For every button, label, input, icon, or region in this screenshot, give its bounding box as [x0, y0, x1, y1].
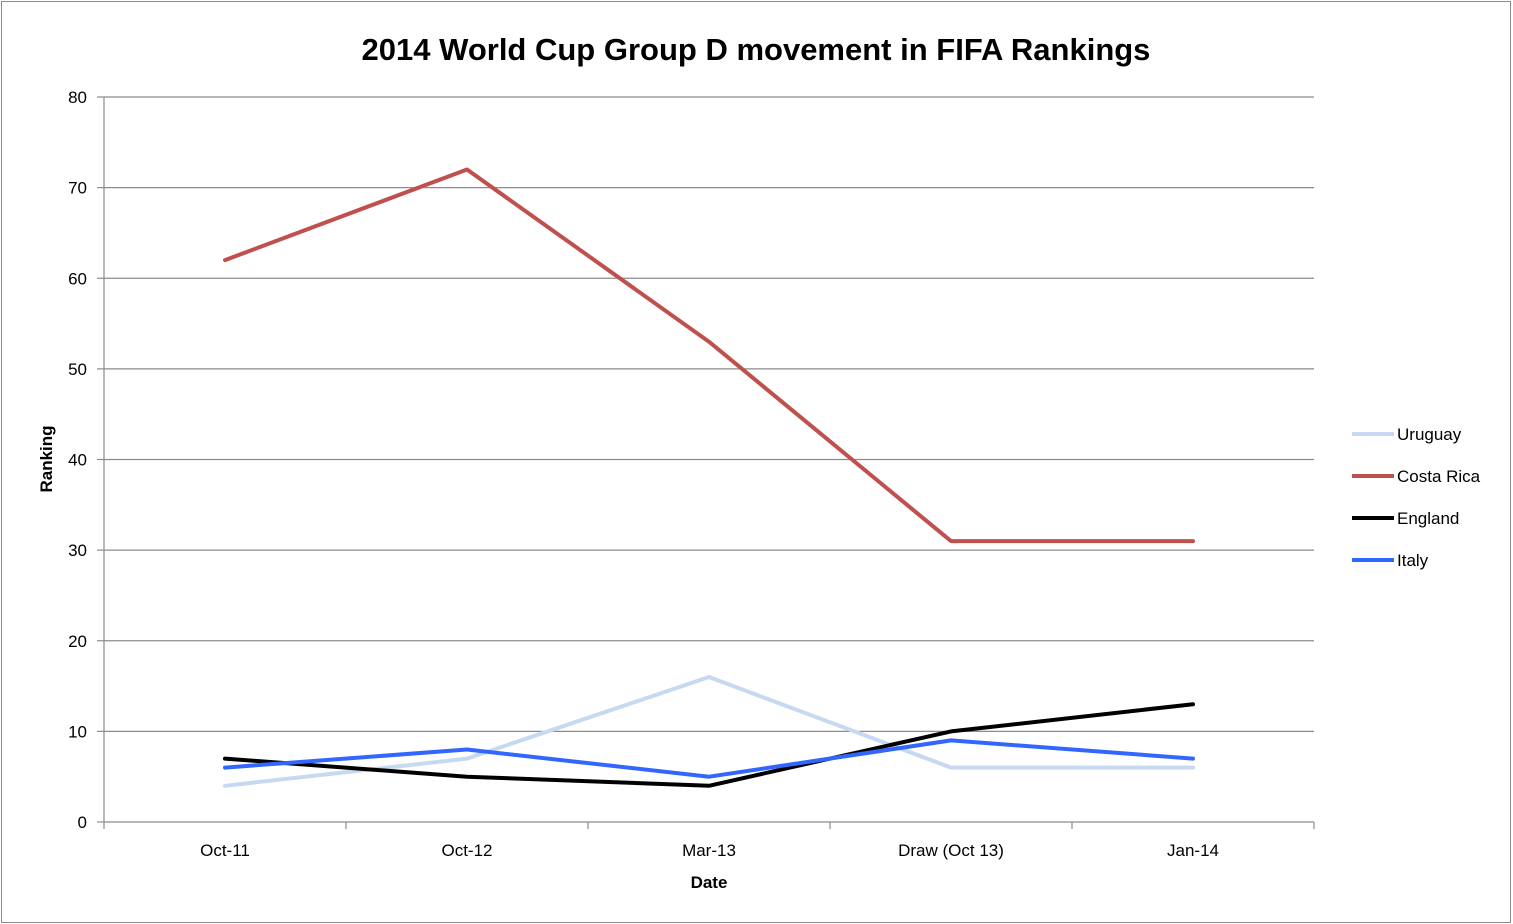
y-tick-label-20: 20 — [68, 632, 87, 651]
x-tick-label-1: Oct-12 — [441, 841, 492, 860]
x-tick-labels: Oct-11 Oct-12 Mar-13 Draw (Oct 13) Jan-14 — [200, 841, 1219, 860]
y-tick-label-30: 30 — [68, 541, 87, 560]
x-axis-label: Date — [691, 873, 728, 892]
y-tick-label-80: 80 — [68, 88, 87, 107]
chart-title: 2014 World Cup Group D movement in FIFA … — [362, 32, 1151, 67]
series-line-uruguay — [223, 675, 1195, 788]
grid-lines — [104, 96, 1314, 732]
series-line-england — [223, 702, 1195, 788]
series-line-costa-rica — [223, 167, 1195, 544]
y-tick-label-0: 0 — [78, 813, 87, 832]
x-tick-label-2: Mar-13 — [682, 841, 736, 860]
legend-label-england: England — [1397, 509, 1459, 528]
legend-label-italy: Italy — [1397, 551, 1429, 570]
y-tick-labels: 0 10 20 30 40 50 60 70 80 — [68, 88, 87, 832]
axes — [97, 96, 1315, 829]
y-tick-label-70: 70 — [68, 179, 87, 198]
legend-label-uruguay: Uruguay — [1397, 425, 1462, 444]
x-tick-label-0: Oct-11 — [200, 841, 250, 860]
y-tick-label-40: 40 — [68, 451, 87, 470]
y-tick-label-10: 10 — [68, 722, 87, 741]
x-tick-label-3: Draw (Oct 13) — [898, 841, 1004, 860]
legend-label-costa-rica: Costa Rica — [1397, 467, 1481, 486]
x-tick-label-4: Jan-14 — [1167, 841, 1219, 860]
series-line-italy — [223, 738, 1195, 779]
y-tick-label-60: 60 — [68, 269, 87, 288]
y-tick-label-50: 50 — [68, 360, 87, 379]
series-lines — [223, 167, 1195, 788]
legend: Uruguay Costa Rica England Italy — [1352, 425, 1481, 570]
y-axis-label: Ranking — [37, 425, 56, 492]
